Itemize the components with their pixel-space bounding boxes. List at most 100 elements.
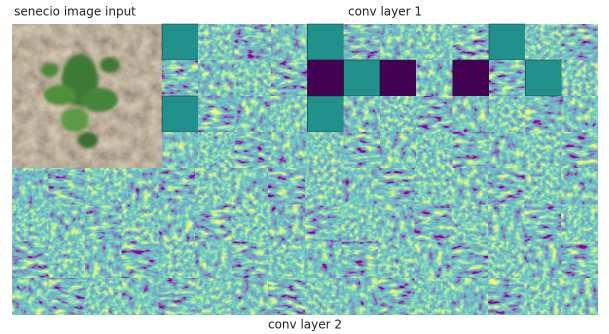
feature-map [159,168,196,205]
leaf [44,85,76,105]
feature-map [268,278,305,315]
feature-map [378,168,415,205]
feature-map [453,132,489,168]
page: senecio image input conv layer 1 conv la… [0,0,609,334]
feature-map [561,242,598,279]
feature-map [378,242,415,279]
feature-map [49,278,86,315]
feature-map [122,168,159,205]
feature-map [415,205,452,242]
feature-map [235,60,271,96]
feature-map [271,60,307,96]
feature-map [159,242,196,279]
feature-map [452,242,489,279]
feature-map [525,242,562,279]
feature-map [271,96,307,132]
feature-map [85,278,122,315]
feature-map [453,96,489,132]
feature-map [562,96,598,132]
feature-map [305,168,342,205]
feature-map [488,168,525,205]
feature-map [378,278,415,315]
feature-map [380,60,416,96]
layer1-title: conv layer 1 [348,5,422,19]
feature-map [525,96,561,132]
feature-map [452,168,489,205]
feature-map [380,132,416,168]
feature-map [307,132,343,168]
feature-map [416,24,452,60]
feature-map [12,168,49,205]
feature-map [232,205,269,242]
feature-map [12,278,49,315]
input-title: senecio image input [14,5,136,19]
feature-map [198,24,234,60]
feature-map [162,96,198,132]
feature-map [271,132,307,168]
feature-map [380,24,416,60]
feature-map [271,24,307,60]
feature-map [344,60,380,96]
feature-map [268,242,305,279]
feature-map [12,242,49,279]
feature-map [49,205,86,242]
leaf [82,88,118,112]
feature-map [195,242,232,279]
feature-map [305,205,342,242]
feature-map [525,24,561,60]
feature-map [488,242,525,279]
feature-map [344,96,380,132]
feature-map [525,168,562,205]
feature-map [525,278,562,315]
feature-map [562,60,598,96]
feature-map [198,132,234,168]
leaf [78,132,98,148]
feature-map [49,242,86,279]
feature-map [378,205,415,242]
feature-map [415,278,452,315]
feature-map [453,24,489,60]
feature-map [85,168,122,205]
feature-map [342,242,379,279]
leaf [41,63,59,77]
feature-map [268,168,305,205]
feature-map [305,278,342,315]
feature-map [307,60,343,96]
feature-map [452,205,489,242]
feature-map [235,132,271,168]
feature-map [268,205,305,242]
feature-map [488,205,525,242]
feature-map [122,278,159,315]
feature-map [85,242,122,279]
feature-map [195,205,232,242]
feature-map [49,168,86,205]
feature-map [344,132,380,168]
feature-map [232,168,269,205]
feature-map [162,132,198,168]
feature-map [344,24,380,60]
feature-map [198,60,234,96]
input-image [12,24,162,168]
feature-map [562,132,598,168]
feature-map [195,168,232,205]
feature-map [342,205,379,242]
feature-map [561,278,598,315]
feature-map [525,132,561,168]
feature-map [561,205,598,242]
feature-map [195,278,232,315]
feature-map [235,24,271,60]
feature-map [489,96,525,132]
feature-map [12,205,49,242]
layer2-title: conv layer 2 [268,318,342,332]
feature-map [122,242,159,279]
feature-map [305,242,342,279]
feature-map [416,132,452,168]
feature-map [525,60,561,96]
feature-map [232,242,269,279]
feature-map [415,242,452,279]
feature-map [85,205,122,242]
feature-map [342,168,379,205]
leaf [61,108,89,132]
leaf [100,57,120,73]
feature-map [453,60,489,96]
